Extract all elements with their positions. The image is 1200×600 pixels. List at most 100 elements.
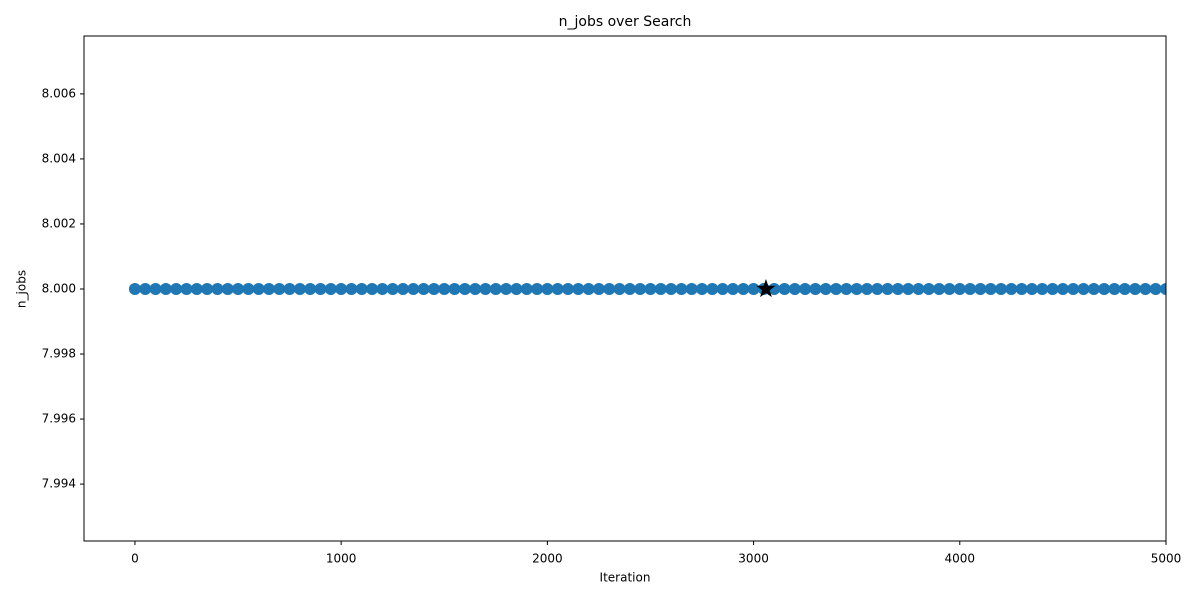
point: [665, 282, 678, 295]
point: [201, 282, 214, 295]
point: [1118, 282, 1131, 295]
x-tick-label: 0: [131, 552, 139, 566]
point: [799, 282, 812, 295]
point: [386, 282, 399, 295]
point: [819, 282, 832, 295]
point: [242, 282, 255, 295]
point: [551, 282, 564, 295]
point: [159, 282, 172, 295]
point: [1129, 282, 1142, 295]
point: [1036, 282, 1049, 295]
point: [190, 282, 203, 295]
point: [170, 282, 183, 295]
point: [830, 282, 843, 295]
point: [623, 282, 636, 295]
point: [211, 282, 224, 295]
point: [1025, 282, 1038, 295]
point: [304, 282, 317, 295]
point: [675, 282, 688, 295]
point: [397, 282, 410, 295]
point: [561, 282, 574, 295]
point: [737, 282, 750, 295]
point: [469, 282, 482, 295]
point: [840, 282, 853, 295]
point: [788, 282, 801, 295]
point: [252, 282, 265, 295]
chart-title: n_jobs over Search: [559, 14, 692, 30]
y-tick-label: 8.002: [42, 216, 76, 230]
point: [531, 282, 544, 295]
y-tick-label: 8.006: [42, 86, 76, 100]
point: [572, 282, 585, 295]
point: [922, 282, 935, 295]
y-tick-label: 7.994: [42, 477, 76, 491]
point: [726, 282, 739, 295]
point: [850, 282, 863, 295]
point: [860, 282, 873, 295]
point: [716, 282, 729, 295]
point: [448, 282, 461, 295]
point: [366, 282, 379, 295]
point: [1046, 282, 1059, 295]
point: [809, 282, 822, 295]
point: [479, 282, 492, 295]
point: [1108, 282, 1121, 295]
point: [592, 282, 605, 295]
point: [273, 282, 286, 295]
point: [1056, 282, 1069, 295]
y-tick-label: 8.000: [42, 281, 76, 295]
point: [407, 282, 420, 295]
point: [324, 282, 337, 295]
point: [995, 282, 1008, 295]
point: [933, 282, 946, 295]
point: [314, 282, 327, 295]
point: [139, 282, 152, 295]
point: [696, 282, 709, 295]
point: [417, 282, 430, 295]
point: [644, 282, 657, 295]
point: [871, 282, 884, 295]
y-axis-label: n_jobs: [15, 270, 29, 308]
point: [180, 282, 193, 295]
x-tick-label: 5000: [1151, 552, 1182, 566]
point: [1005, 282, 1018, 295]
point: [128, 282, 141, 295]
point: [1139, 282, 1152, 295]
point: [283, 282, 296, 295]
point: [489, 282, 502, 295]
point: [706, 282, 719, 295]
point: [881, 282, 894, 295]
x-tick-label: 3000: [738, 552, 769, 566]
y-tick-label: 7.996: [42, 412, 76, 426]
star-marker: [756, 278, 776, 298]
y-tick-label: 8.004: [42, 151, 76, 165]
x-tick-label: 1000: [326, 552, 357, 566]
point: [427, 282, 440, 295]
point: [355, 282, 368, 295]
point: [149, 282, 162, 295]
point: [1077, 282, 1090, 295]
point: [582, 282, 595, 295]
point: [613, 282, 626, 295]
point: [221, 282, 234, 295]
point: [345, 282, 358, 295]
point: [891, 282, 904, 295]
point: [376, 282, 389, 295]
point: [1015, 282, 1028, 295]
point: [974, 282, 987, 295]
point: [541, 282, 554, 295]
point: [262, 282, 275, 295]
point: [603, 282, 616, 295]
point: [902, 282, 915, 295]
point: [1149, 282, 1162, 295]
point: [747, 282, 760, 295]
x-axis-label: Iteration: [600, 571, 651, 585]
point: [943, 282, 956, 295]
point: [634, 282, 647, 295]
point: [293, 282, 306, 295]
plot-area: [128, 278, 1166, 298]
point: [1067, 282, 1080, 295]
point: [1098, 282, 1111, 295]
x-tick-label: 4000: [945, 552, 976, 566]
